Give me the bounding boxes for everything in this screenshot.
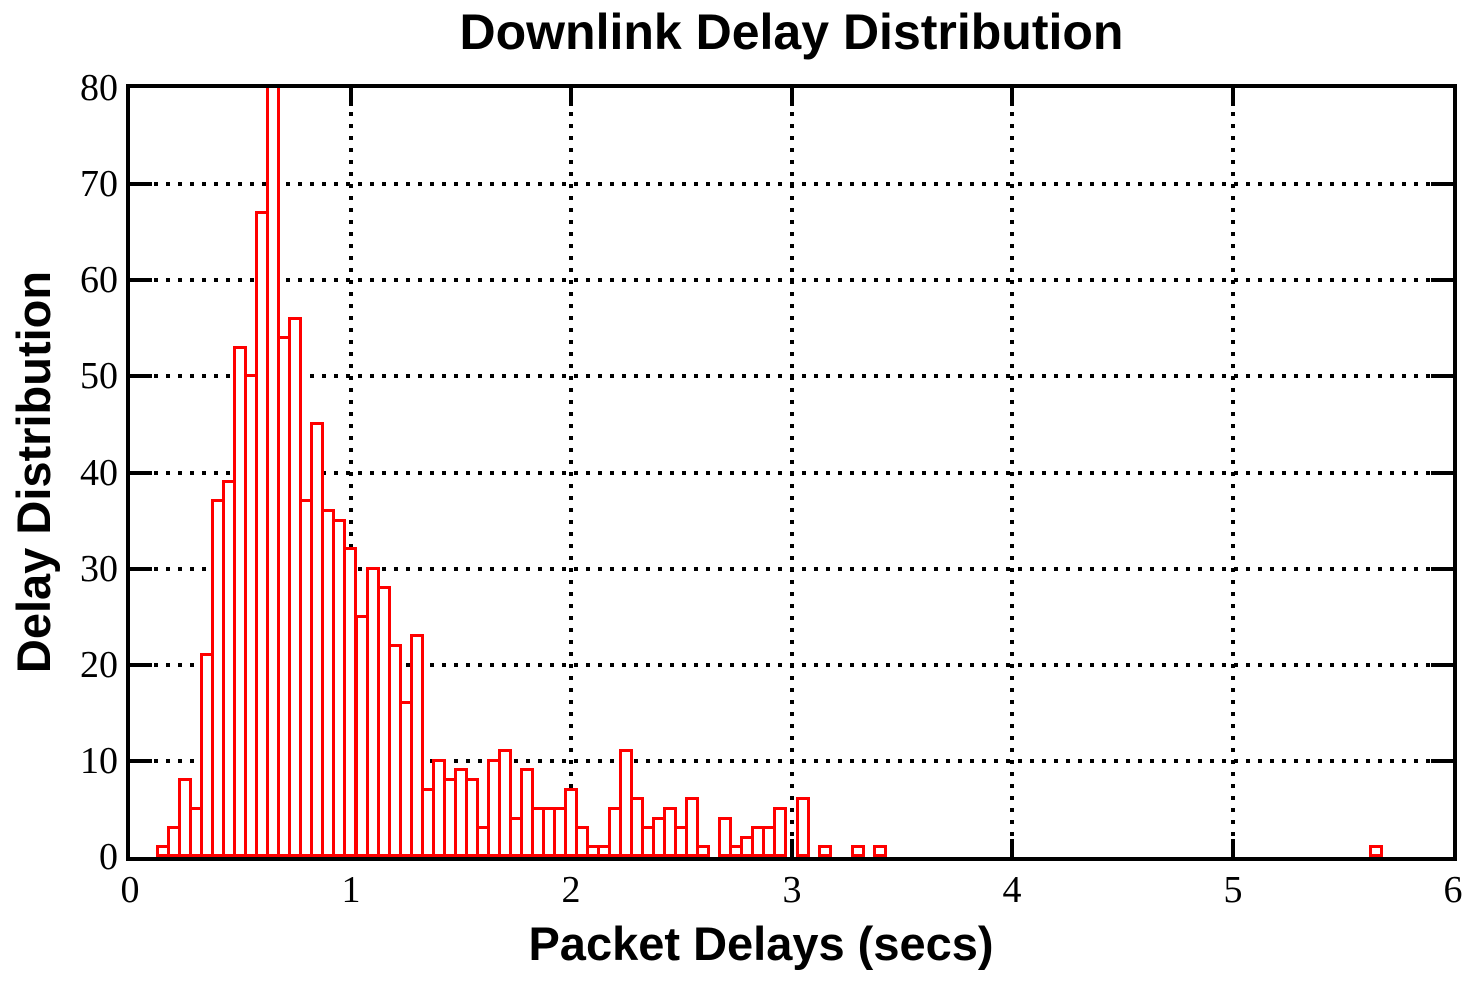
histogram-bar (1369, 845, 1383, 857)
plot-area (126, 84, 1457, 861)
x-axis-label: Packet Delays (secs) (528, 917, 994, 970)
x-tick-mark (1231, 839, 1235, 857)
x-tick-mark (1010, 88, 1014, 106)
y-tick-mark (1431, 182, 1453, 186)
y-tick-mark (130, 471, 152, 475)
histogram-bar (773, 807, 787, 857)
x-tick-label: 4 (1002, 869, 1022, 911)
x-tick-label: 5 (1223, 869, 1243, 911)
histogram-bar (410, 634, 424, 857)
x-tick-mark (1231, 88, 1235, 106)
y-tick-label: 60 (80, 259, 118, 301)
y-tick-label: 10 (80, 740, 118, 782)
y-tick-mark (1431, 471, 1453, 475)
histogram-bar (575, 826, 589, 857)
gridline-vertical (1231, 88, 1235, 857)
gridline-vertical (349, 88, 353, 857)
histogram-bar (851, 845, 865, 857)
y-tick-label: 50 (80, 355, 118, 397)
x-tick-mark (790, 839, 794, 857)
y-tick-label: 0 (99, 836, 118, 878)
y-tick-mark (130, 759, 152, 763)
gridline-vertical (1010, 88, 1014, 857)
y-tick-mark (1431, 374, 1453, 378)
histogram-bar (685, 797, 699, 857)
histogram-bar (796, 797, 810, 857)
y-tick-label: 20 (80, 644, 118, 686)
histogram-bar (498, 749, 512, 857)
y-tick-mark (130, 278, 152, 282)
y-tick-mark (130, 567, 152, 571)
x-tick-label: 6 (1443, 869, 1463, 911)
histogram-bar (564, 788, 578, 857)
x-tick-label: 1 (341, 869, 361, 911)
y-tick-mark (1431, 567, 1453, 571)
gridline-vertical (569, 88, 573, 857)
x-tick-mark (569, 88, 573, 106)
y-tick-mark (130, 374, 152, 378)
histogram-bar (465, 778, 479, 857)
gridline-vertical (790, 88, 794, 857)
y-tick-label: 40 (80, 452, 118, 494)
y-tick-label: 30 (80, 548, 118, 590)
histogram-bar (818, 845, 832, 857)
y-tick-mark (1431, 663, 1453, 667)
y-tick-mark (130, 182, 152, 186)
chart-title: Downlink Delay Distribution (459, 4, 1124, 60)
y-tick-mark (1431, 278, 1453, 282)
histogram-bar (718, 817, 732, 857)
y-tick-label: 70 (80, 163, 118, 205)
y-tick-mark (1431, 759, 1453, 763)
histogram-bar (696, 845, 710, 857)
x-tick-label: 2 (561, 869, 581, 911)
x-tick-mark (790, 88, 794, 106)
x-tick-label: 3 (782, 869, 802, 911)
x-tick-mark (349, 88, 353, 106)
y-tick-label: 80 (80, 67, 118, 109)
x-tick-label: 0 (120, 869, 140, 911)
histogram-bar (873, 845, 887, 857)
y-tick-mark (130, 663, 152, 667)
x-tick-mark (1010, 839, 1014, 857)
